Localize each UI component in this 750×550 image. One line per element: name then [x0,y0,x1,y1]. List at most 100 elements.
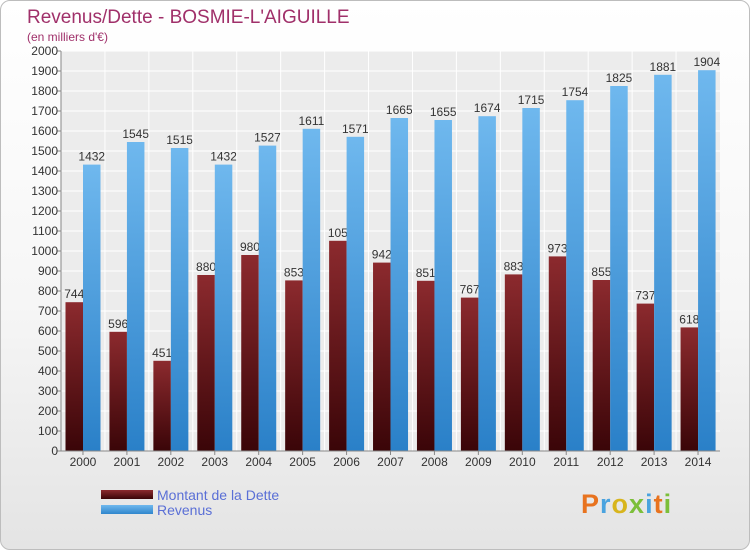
x-tick-label: 2008 [421,455,448,469]
x-tick-label: 2009 [465,455,492,469]
bar-debt [680,327,699,451]
chart-title: Revenus/Dette - BOSMIE-L'AIGUILLE [27,7,350,28]
y-tick-label: 500 [38,344,58,358]
bar-debt [153,360,171,451]
y-tick-label: 1300 [31,184,58,198]
legend-swatch-revenue [101,505,153,514]
bar-revenue [434,120,452,451]
bar-label-revenue: 1825 [606,71,633,85]
y-tick-label: 2000 [31,44,58,58]
bar-label-debt: 596 [108,317,128,331]
bar-debt [197,275,215,451]
logo-letter: i [645,489,654,519]
bar-label-debt: 767 [460,283,480,297]
y-tick-label: 0 [51,444,58,458]
logo-letter: x [629,489,646,519]
bar-revenue [478,116,496,451]
bar-revenue [610,86,628,451]
bar-label-revenue: 1904 [693,55,720,69]
bar-revenue [654,74,672,452]
y-tick-label: 700 [38,304,58,318]
bar-debt [329,240,347,451]
x-tick-label: 2012 [597,455,624,469]
bar-revenue [390,118,409,451]
x-tick-label: 2005 [289,455,316,469]
bar-debt [416,280,435,451]
x-tick-label: 2000 [70,455,97,469]
y-tick-label: 300 [38,384,58,398]
bar-revenue [170,148,189,451]
x-tick-label: 2001 [114,455,141,469]
y-tick-label: 1000 [31,244,58,258]
chart-subtitle: (en milliers d'€) [27,30,108,44]
bar-label-revenue: 1754 [562,85,589,99]
y-tick-label: 1100 [32,224,58,238]
bar-label-revenue: 1571 [342,122,369,136]
logo-letter: o [611,489,630,519]
y-tick-label: 1600 [31,124,58,138]
x-tick-label: 2010 [509,455,536,469]
logo-letter: r [600,489,612,519]
x-tick-label: 2014 [685,455,712,469]
x-tick-label: 2013 [641,455,668,469]
y-tick-label: 400 [38,364,58,378]
y-tick-label: 1500 [31,144,58,158]
y-tick-label: 1800 [31,84,58,98]
bar-revenue [258,145,277,451]
x-tick-label: 2006 [333,455,360,469]
bar-label-debt: 973 [548,241,568,255]
logo-letter: P [581,489,601,519]
bar-label-revenue: 1432 [78,150,105,164]
y-tick-label: 900 [38,264,58,278]
bar-debt [373,262,391,451]
bar-label-debt: 744 [64,287,84,301]
bar-revenue [522,108,540,451]
logo-letter: t [653,489,664,519]
bar-debt [460,297,479,451]
bar-label-revenue: 1665 [386,103,413,117]
bar-label-debt: 737 [635,289,655,303]
legend-item-debt: Montant de la Dette [101,487,279,503]
bar-label-debt: 451 [152,346,172,360]
bar-debt [109,331,127,451]
legend-label-revenue: Revenus [157,501,213,518]
bar-label-debt: 105 [328,226,348,240]
bar-revenue [566,100,584,451]
bar-label-revenue: 1515 [166,133,193,147]
y-tick-label: 1200 [31,204,58,218]
bar-label-revenue: 1655 [430,105,457,119]
bar-label-debt: 851 [416,266,436,280]
bar-revenue [698,70,716,451]
bar-label-debt: 853 [284,265,304,279]
bar-revenue [346,136,365,452]
y-tick-label: 1700 [31,104,58,118]
y-tick-label: 800 [38,284,58,298]
legend-item-revenue: Revenus [101,501,279,518]
bar-revenue [126,142,145,451]
legend-swatch-debt [101,490,153,499]
bar-debt [592,280,611,451]
bar-debt [636,303,655,451]
bar-label-revenue: 1674 [474,101,501,115]
x-tick-label: 2002 [157,455,184,469]
x-tick-label: 2004 [245,455,272,469]
y-tick-label: 200 [38,404,58,418]
bar-label-revenue: 1611 [299,114,325,128]
x-tick-label: 2007 [377,455,404,469]
y-tick-label: 100 [38,424,58,438]
bar-debt [504,274,523,451]
legend: Montant de la Dette Revenus [101,487,279,518]
x-tick-label: 2011 [553,455,579,469]
bar-label-revenue: 1527 [254,131,281,145]
y-tick-label: 600 [38,324,58,338]
bar-label-revenue: 1432 [210,150,237,164]
bar-label-debt: 883 [504,259,524,273]
bar-label-debt: 855 [591,265,611,279]
bar-debt [65,302,83,451]
bar-label-debt: 880 [196,260,216,274]
bar-label-revenue: 1881 [650,60,677,74]
bar-debt [241,255,259,451]
proxiti-logo: Proxiti [581,489,672,520]
